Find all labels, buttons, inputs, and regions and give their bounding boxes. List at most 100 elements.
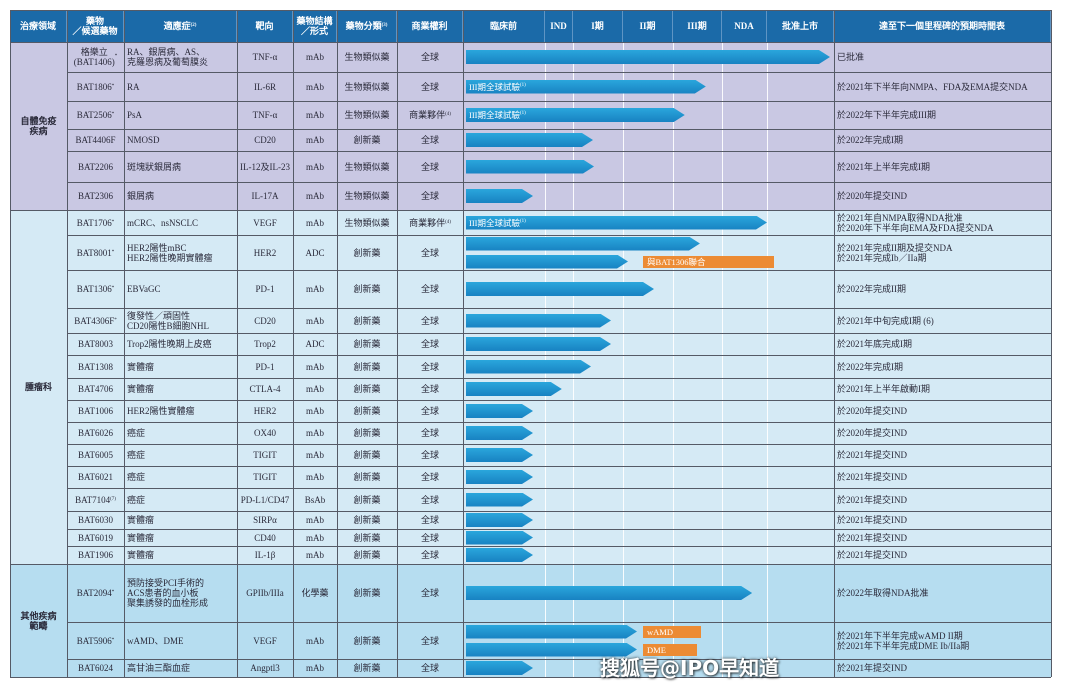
commercial-rights-text: 全球 <box>420 635 439 646</box>
milestone-timeline-text: 於2021年下半年完成wAMD II期 於2021年下半年完成DME Ib/II… <box>837 630 970 651</box>
commercial-rights: 全球 <box>397 659 463 677</box>
indication-text: 復發性／頑固性 CD20陽性B細胞NHL <box>127 310 210 331</box>
progress-bar <box>466 255 628 269</box>
target: PD-1 <box>237 355 293 378</box>
milestone-timeline: 於2022年完成I期 <box>834 355 1051 378</box>
structure: mAb <box>293 355 337 378</box>
pipeline-track <box>463 466 834 488</box>
drug-name-text: BAT6005 <box>77 450 113 460</box>
structure-text: mAb <box>306 515 324 525</box>
target: IL-17A <box>237 182 293 210</box>
commercial-rights-text: 全球 <box>420 532 439 543</box>
milestone-timeline: 於2021年下半年完成wAMD II期 於2021年下半年完成DME Ib/II… <box>834 622 1051 659</box>
progress-bar: III期全球試驗(1) <box>466 216 767 230</box>
drug-class: 生物類似藥 <box>337 210 397 235</box>
commercial-rights: 全球 <box>397 488 463 511</box>
target: GPIIb/IIIa <box>237 564 293 622</box>
header-target-text: 靶向 <box>255 21 274 31</box>
progress-bar <box>466 531 533 545</box>
structure-text: mAb <box>306 191 324 201</box>
header-ind: IND <box>545 10 573 42</box>
milestone-timeline: 於2021年上半年完成I期 <box>834 151 1051 182</box>
indication: 實體瘤 <box>124 511 237 529</box>
header-indication: 適應症 (2) <box>124 10 237 42</box>
drug-class-text: 創新藥 <box>353 472 381 482</box>
target-text: GPIIb/IIIa <box>246 588 284 598</box>
commercial-rights: 全球 <box>397 182 463 210</box>
structure-text: mAb <box>306 52 324 62</box>
column-divider <box>834 10 835 677</box>
indication-text: 預防接受PCI手術的 ACS患者的血小板 聚集誘發的血栓形成 <box>127 578 209 608</box>
drug-class-text: 生物類似藥 <box>344 110 390 120</box>
header-ind-text: IND <box>550 21 567 31</box>
target-text: TNF-α <box>252 110 278 120</box>
commercial-rights: 全球 <box>397 466 463 488</box>
commercial-rights-text: 全球 <box>420 384 439 394</box>
drug-name: BAT1806 * <box>67 72 124 101</box>
drug-class: 創新藥 <box>337 511 397 529</box>
header-phase3-text: III期 <box>687 21 707 31</box>
drug-name-text: BAT8001 <box>76 247 112 258</box>
combination-tag-text: 與BAT1306聯合 <box>647 256 706 267</box>
structure: mAb <box>293 622 337 659</box>
indication-text: Trop2陽性晚期上皮癌 <box>127 339 212 349</box>
row-divider <box>67 444 1051 445</box>
milestone-timeline-text: 於2021年提交IND <box>837 663 907 673</box>
indication: mCRC、nsNSCLC <box>124 210 237 235</box>
drug-class: 創新藥 <box>337 444 397 466</box>
indication-text: 癌症 <box>127 472 146 482</box>
commercial-rights: 全球 <box>397 42 463 72</box>
drug-class-text: 生物類似藥 <box>344 161 390 172</box>
drug-class-text: 創新藥 <box>353 315 381 326</box>
drug-name-text: BAT2094 <box>76 588 112 598</box>
commercial-rights: 全球 <box>397 72 463 101</box>
drug-name-text: BAT1308 <box>77 361 113 372</box>
indication: 實體瘤 <box>124 378 237 400</box>
indication: 預防接受PCI手術的 ACS患者的血小板 聚集誘發的血栓形成 <box>124 564 237 622</box>
footnote-mark: (1) <box>520 111 526 117</box>
header-structure-text: 藥物結構 ／形式 <box>296 16 333 36</box>
commercial-rights-text: 全球 <box>420 472 439 482</box>
drug-name: BAT8003 <box>67 333 124 355</box>
drug-class: 生物類似藥 <box>337 151 397 182</box>
target: TNF-α <box>237 42 293 72</box>
commercial-rights: 全球 <box>397 511 463 529</box>
indication: 斑塊狀銀屑病 <box>124 151 237 182</box>
indication: 癌症 <box>124 488 237 511</box>
pipeline-track <box>463 444 834 466</box>
progress-bar <box>466 237 700 251</box>
target: HER2 <box>237 235 293 270</box>
header-timeline: 達至下一個里程碑的預期時間表 <box>834 10 1051 42</box>
drug-name: BAT6026 <box>67 422 124 444</box>
progress-bar <box>466 513 533 527</box>
milestone-timeline: 於2022年完成I期 <box>834 129 1051 151</box>
milestone-timeline: 於2020年提交IND <box>834 182 1051 210</box>
drug-class: 創新藥 <box>337 235 397 270</box>
pipeline-track <box>463 546 834 564</box>
drug-class-text: 創新藥 <box>353 588 381 598</box>
progress-bar <box>466 661 533 675</box>
drug-class: 創新藥 <box>337 308 397 333</box>
drug-name: BAT6019 <box>67 529 124 546</box>
commercial-rights-text: 全球 <box>420 339 439 349</box>
table-top <box>10 10 1051 11</box>
row-divider <box>67 72 1051 73</box>
milestone-timeline-text: 於2021年提交IND <box>837 515 907 525</box>
target: TNF-α <box>237 101 293 129</box>
indication-text: PsA <box>127 110 143 120</box>
indication-text: 高甘油三酯血症 <box>127 663 191 673</box>
structure: mAb <box>293 422 337 444</box>
drug-name-text: BAT6030 <box>77 515 113 525</box>
milestone-timeline-text: 於2021年上半年完成I期 <box>837 161 930 172</box>
drug-class-text: 創新藥 <box>353 532 381 543</box>
progress-bar-text: III期全球試驗 <box>469 110 520 120</box>
milestone-timeline: 於2021年下半年向NMPA、FDA及EMA提交NDA <box>834 72 1051 101</box>
structure-text: mAb <box>306 315 324 326</box>
therapeutic-area-text: 自體免疫 疾病 <box>20 116 57 136</box>
milestone-timeline-text: 於2022年取得NDA批准 <box>837 588 929 598</box>
drug-name-text: BAT1306 <box>76 284 112 294</box>
row-divider <box>67 422 1051 423</box>
drug-name-text: BAT2506 <box>76 110 112 120</box>
drug-name-text: BAT1006 <box>77 406 113 416</box>
drug-class-text: 生物類似藥 <box>344 191 390 201</box>
